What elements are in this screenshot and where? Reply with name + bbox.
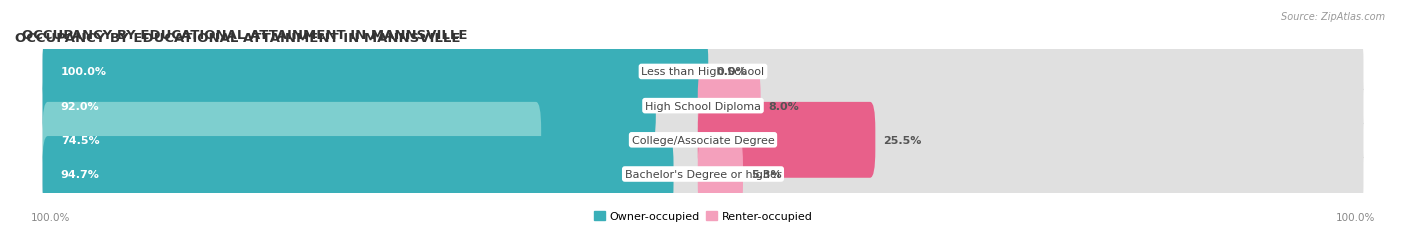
FancyBboxPatch shape [42, 137, 673, 212]
Text: 100.0%: 100.0% [31, 212, 70, 222]
Text: 100.0%: 100.0% [60, 67, 107, 77]
Text: OCCUPANCY BY EDUCATIONAL ATTAINMENT IN MANNSVILLE: OCCUPANCY BY EDUCATIONAL ATTAINMENT IN M… [21, 29, 467, 42]
FancyBboxPatch shape [42, 68, 655, 144]
FancyBboxPatch shape [42, 68, 709, 144]
Text: Source: ZipAtlas.com: Source: ZipAtlas.com [1281, 12, 1385, 21]
Text: 92.0%: 92.0% [60, 101, 100, 111]
FancyBboxPatch shape [42, 34, 709, 110]
FancyBboxPatch shape [42, 137, 709, 212]
Text: College/Associate Degree: College/Associate Degree [631, 135, 775, 145]
FancyBboxPatch shape [697, 34, 1364, 110]
FancyBboxPatch shape [697, 137, 742, 212]
FancyBboxPatch shape [697, 102, 876, 178]
Text: 0.0%: 0.0% [716, 67, 747, 77]
Text: Less than High School: Less than High School [641, 67, 765, 77]
FancyBboxPatch shape [42, 102, 541, 178]
FancyBboxPatch shape [697, 68, 1364, 144]
FancyBboxPatch shape [42, 34, 709, 110]
Text: High School Diploma: High School Diploma [645, 101, 761, 111]
Text: Bachelor's Degree or higher: Bachelor's Degree or higher [624, 169, 782, 179]
Text: 100.0%: 100.0% [1336, 212, 1375, 222]
Text: 94.7%: 94.7% [60, 169, 100, 179]
FancyBboxPatch shape [697, 68, 761, 144]
Text: 8.0%: 8.0% [769, 101, 799, 111]
Text: 25.5%: 25.5% [883, 135, 921, 145]
FancyBboxPatch shape [697, 137, 1364, 212]
Legend: Owner-occupied, Renter-occupied: Owner-occupied, Renter-occupied [589, 206, 817, 225]
FancyBboxPatch shape [697, 102, 1364, 178]
FancyBboxPatch shape [42, 102, 709, 178]
Text: OCCUPANCY BY EDUCATIONAL ATTAINMENT IN MANNSVILLE: OCCUPANCY BY EDUCATIONAL ATTAINMENT IN M… [15, 32, 461, 45]
Text: 5.3%: 5.3% [751, 169, 782, 179]
Text: 74.5%: 74.5% [60, 135, 100, 145]
